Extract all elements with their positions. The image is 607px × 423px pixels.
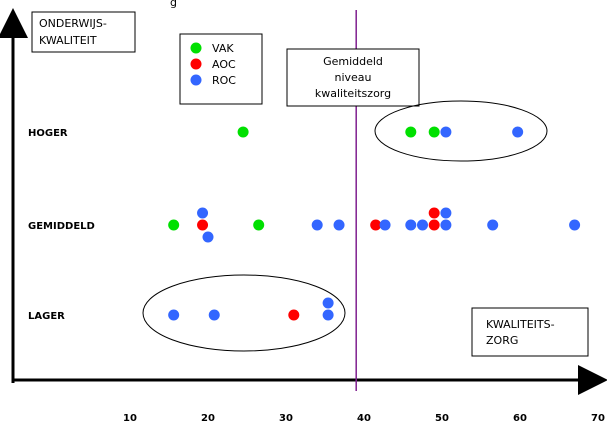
x-tick-label: 50 xyxy=(435,413,449,423)
x-axis-title-box xyxy=(471,307,589,357)
reference-line-label-line1: Gemiddeld xyxy=(323,55,383,68)
x-tick-label: 30 xyxy=(279,413,293,423)
data-point-roc xyxy=(322,297,334,309)
legend-marker-vak xyxy=(190,42,202,54)
legend-marker-aoc xyxy=(190,58,202,70)
legend-label-vak: VAK xyxy=(212,42,234,55)
data-point-vak xyxy=(428,126,440,138)
y-axis-title-line2: KWALITEIT xyxy=(39,34,97,47)
x-axis-title-line1: KWALITEITS- xyxy=(486,318,555,331)
x-tick-label: 60 xyxy=(513,413,527,423)
x-tick-label: 40 xyxy=(357,413,371,423)
data-point-aoc xyxy=(428,219,440,231)
data-point-roc xyxy=(440,126,452,138)
data-point-roc xyxy=(405,219,417,231)
data-point-vak xyxy=(168,219,180,231)
data-point-vak xyxy=(405,126,417,138)
data-point-aoc xyxy=(288,309,300,321)
x-tick-label: 20 xyxy=(201,413,215,423)
reference-line-label-line3: kwaliteitszorg xyxy=(315,87,391,100)
x-tick-label: 10 xyxy=(123,413,137,423)
x-tick-label: 70 xyxy=(591,413,605,423)
data-point-roc xyxy=(197,207,209,219)
data-point-roc xyxy=(417,219,428,231)
data-point-roc xyxy=(311,219,323,231)
data-point-roc xyxy=(512,126,524,138)
legend-label-aoc: AOC xyxy=(212,58,236,71)
y-category-label-lager: LAGER xyxy=(28,311,65,322)
data-point-roc xyxy=(168,309,180,321)
data-point-roc xyxy=(202,231,214,243)
data-point-roc xyxy=(569,219,581,231)
data-point-roc xyxy=(440,207,452,219)
data-point-roc xyxy=(379,219,391,231)
data-point-vak xyxy=(253,219,265,231)
data-point-roc xyxy=(333,219,345,231)
top-caption: g xyxy=(170,0,177,9)
reference-line-label-line2: niveau xyxy=(334,71,371,84)
data-point-roc xyxy=(322,309,334,321)
y-axis-title-box xyxy=(31,11,136,53)
data-point-aoc xyxy=(428,207,440,219)
y-axis-title-line1: ONDERWIJS- xyxy=(39,17,107,30)
reference-line-label-box xyxy=(286,48,420,107)
data-point-roc xyxy=(440,219,452,231)
highlight-ellipse-hoger xyxy=(374,100,548,162)
data-point-roc xyxy=(487,219,499,231)
data-point-aoc xyxy=(370,219,382,231)
data-point-roc xyxy=(208,309,220,321)
x-axis-title-line2: ZORG xyxy=(486,334,518,347)
legend-marker-roc xyxy=(190,74,202,86)
data-point-vak xyxy=(237,126,249,138)
y-category-label-hoger: HOGER xyxy=(28,128,68,139)
y-category-label-gemiddeld: GEMIDDELD xyxy=(28,221,95,232)
legend-label-roc: ROC xyxy=(212,74,236,87)
data-point-aoc xyxy=(197,219,209,231)
highlight-ellipse-lager xyxy=(142,274,346,352)
